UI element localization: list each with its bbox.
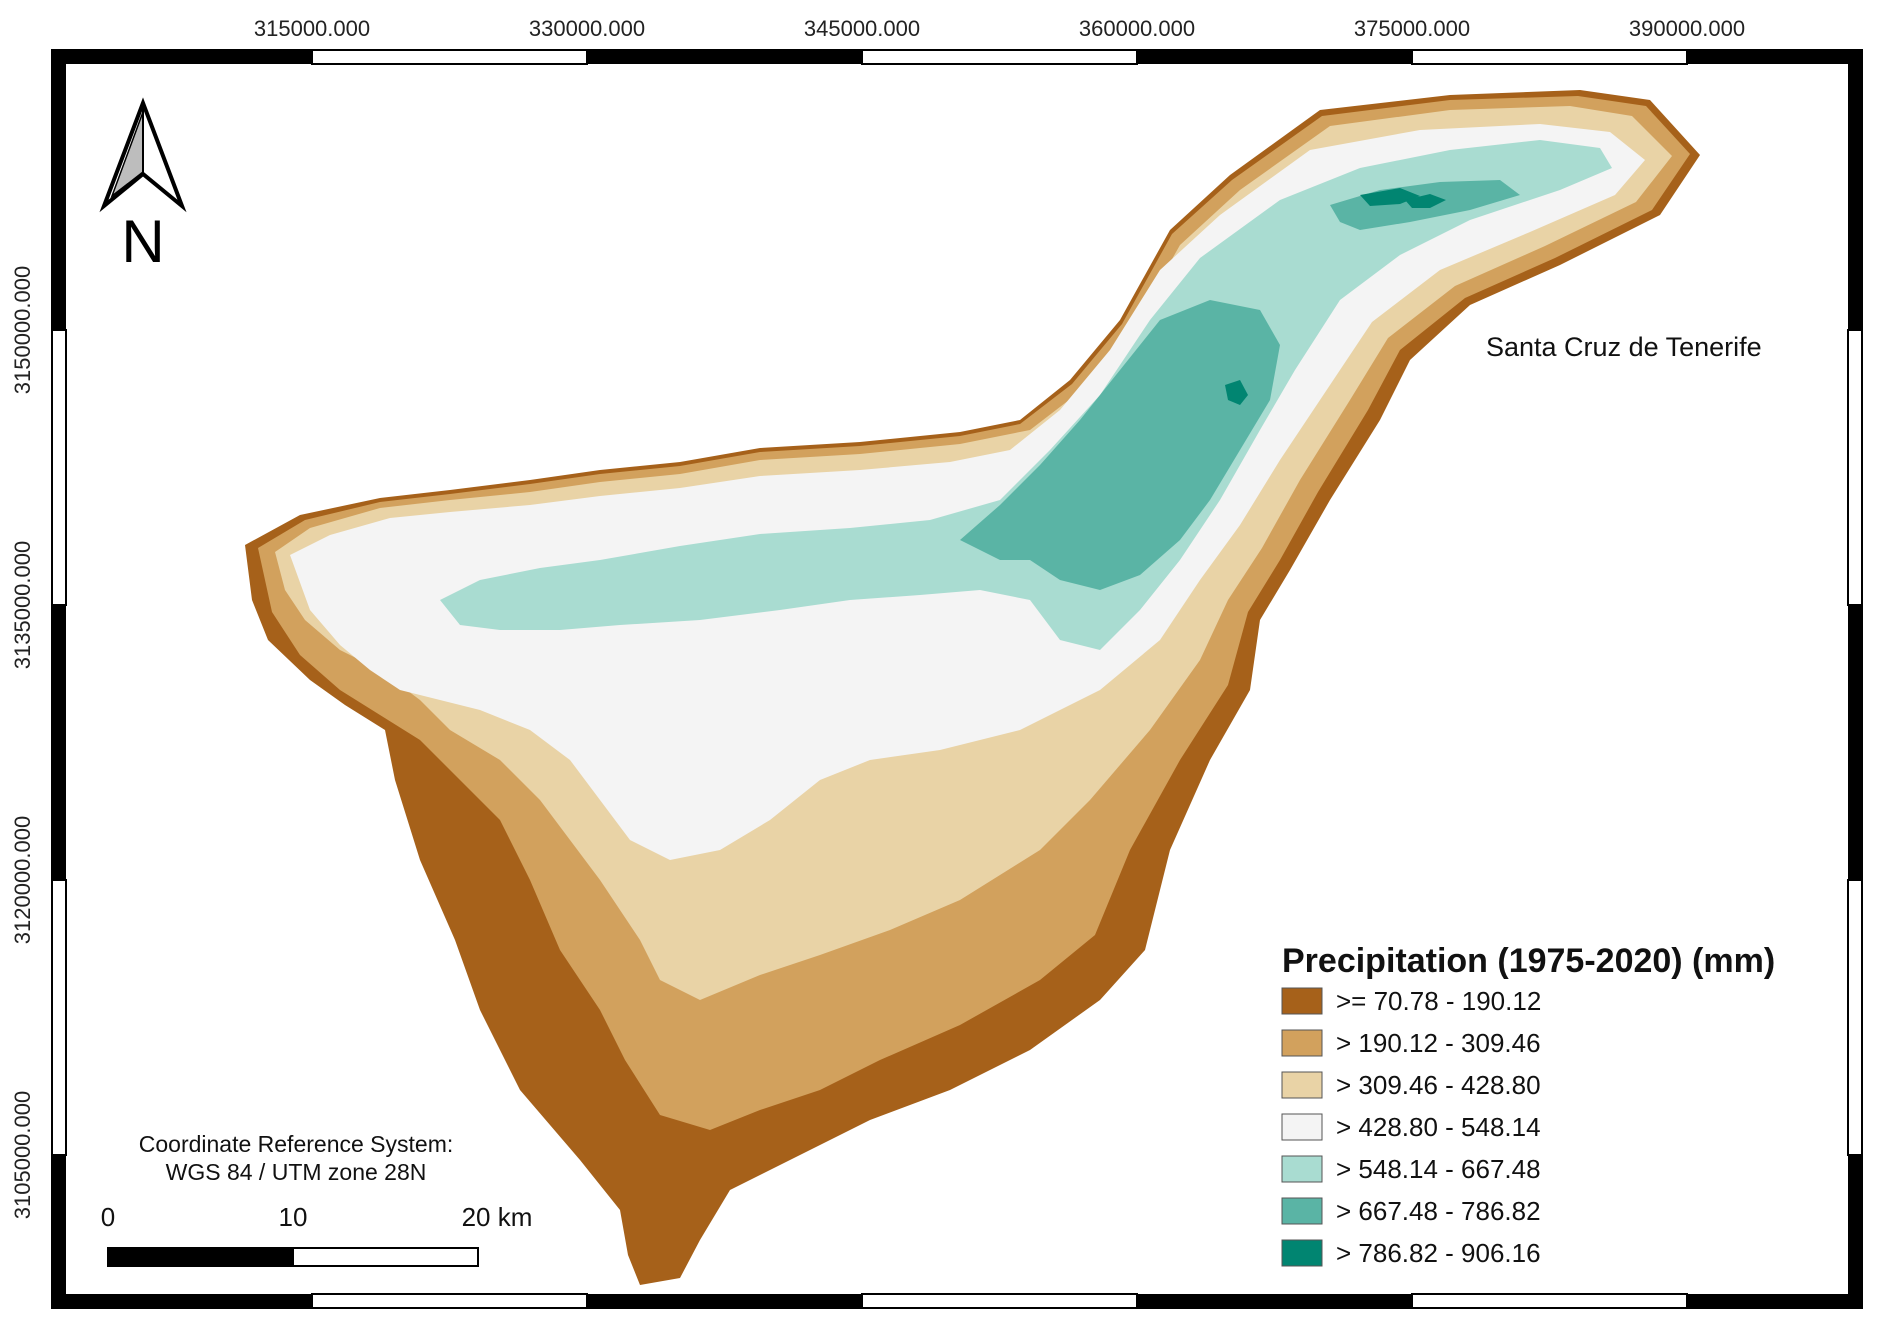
x-tick-label: 315000.000 (254, 16, 370, 41)
crs-line-1: Coordinate Reference System: (139, 1131, 454, 1157)
crs-label: Coordinate Reference System: WGS 84 / UT… (139, 1131, 454, 1185)
zone-548-667 (440, 140, 1612, 650)
zone-786-906-c (1405, 194, 1446, 208)
y-tick-label: 3150000.000 (10, 266, 35, 394)
legend-items: >= 70.78 - 190.12 > 190.12 - 309.46 > 309.… (1281, 986, 1541, 1268)
legend-swatch (1281, 987, 1323, 1015)
zone-667-786 (960, 300, 1280, 590)
legend-label: >= 70.78 - 190.12 (1336, 986, 1541, 1016)
x-tick-labels: 315000.000 330000.000 345000.000 360000.… (254, 16, 1745, 41)
y-tick-labels: 3150000.000 3135000.000 3120000.000 3105… (10, 266, 35, 1219)
zone-786-906-a (1225, 380, 1248, 405)
legend-title: Precipitation (1975-2020) (mm) (1282, 942, 1775, 980)
x-tick-label: 345000.000 (804, 16, 920, 41)
map-frame (51, 49, 1863, 1309)
zone-786-906-b (1360, 188, 1420, 206)
scale-label-0: 0 (101, 1202, 115, 1232)
north-arrow: N (99, 97, 187, 275)
north-arrow-icon (99, 97, 187, 213)
legend-label: > 309.46 - 428.80 (1336, 1070, 1541, 1100)
legend-swatch (1281, 1197, 1323, 1225)
scale-label-20: 20 km (462, 1202, 533, 1232)
legend: Precipitation (1975-2020) (mm) >= 70.78 … (1281, 942, 1775, 1268)
legend-swatch (1281, 1029, 1323, 1057)
legend-label: > 786.82 - 906.16 (1336, 1238, 1541, 1268)
y-tick-label: 3120000.000 (10, 816, 35, 944)
legend-label: > 428.80 - 548.14 (1336, 1112, 1541, 1142)
scale-segment-black (107, 1247, 294, 1267)
x-tick-label: 390000.000 (1629, 16, 1745, 41)
legend-label: > 548.14 - 667.48 (1336, 1154, 1541, 1184)
scale-bar: 0 10 20 km (101, 1202, 533, 1267)
x-tick-label: 330000.000 (529, 16, 645, 41)
scale-segment-white (292, 1247, 479, 1267)
legend-label: > 190.12 - 309.46 (1336, 1028, 1541, 1058)
north-letter: N (121, 208, 164, 275)
crs-line-2: WGS 84 / UTM zone 28N (166, 1159, 427, 1185)
legend-label: > 667.48 - 786.82 (1336, 1196, 1541, 1226)
x-tick-label: 375000.000 (1354, 16, 1470, 41)
x-tick-label: 360000.000 (1079, 16, 1195, 41)
legend-swatch (1281, 1155, 1323, 1183)
y-tick-label: 3105000.000 (10, 1091, 35, 1219)
scale-label-10: 10 (279, 1202, 308, 1232)
y-tick-label: 3135000.000 (10, 541, 35, 669)
city-label-santa-cruz: Santa Cruz de Tenerife (1486, 332, 1762, 362)
legend-swatch (1281, 1239, 1323, 1267)
legend-swatch (1281, 1113, 1323, 1141)
legend-swatch (1281, 1071, 1323, 1099)
island-precipitation-raster (245, 90, 1700, 1285)
